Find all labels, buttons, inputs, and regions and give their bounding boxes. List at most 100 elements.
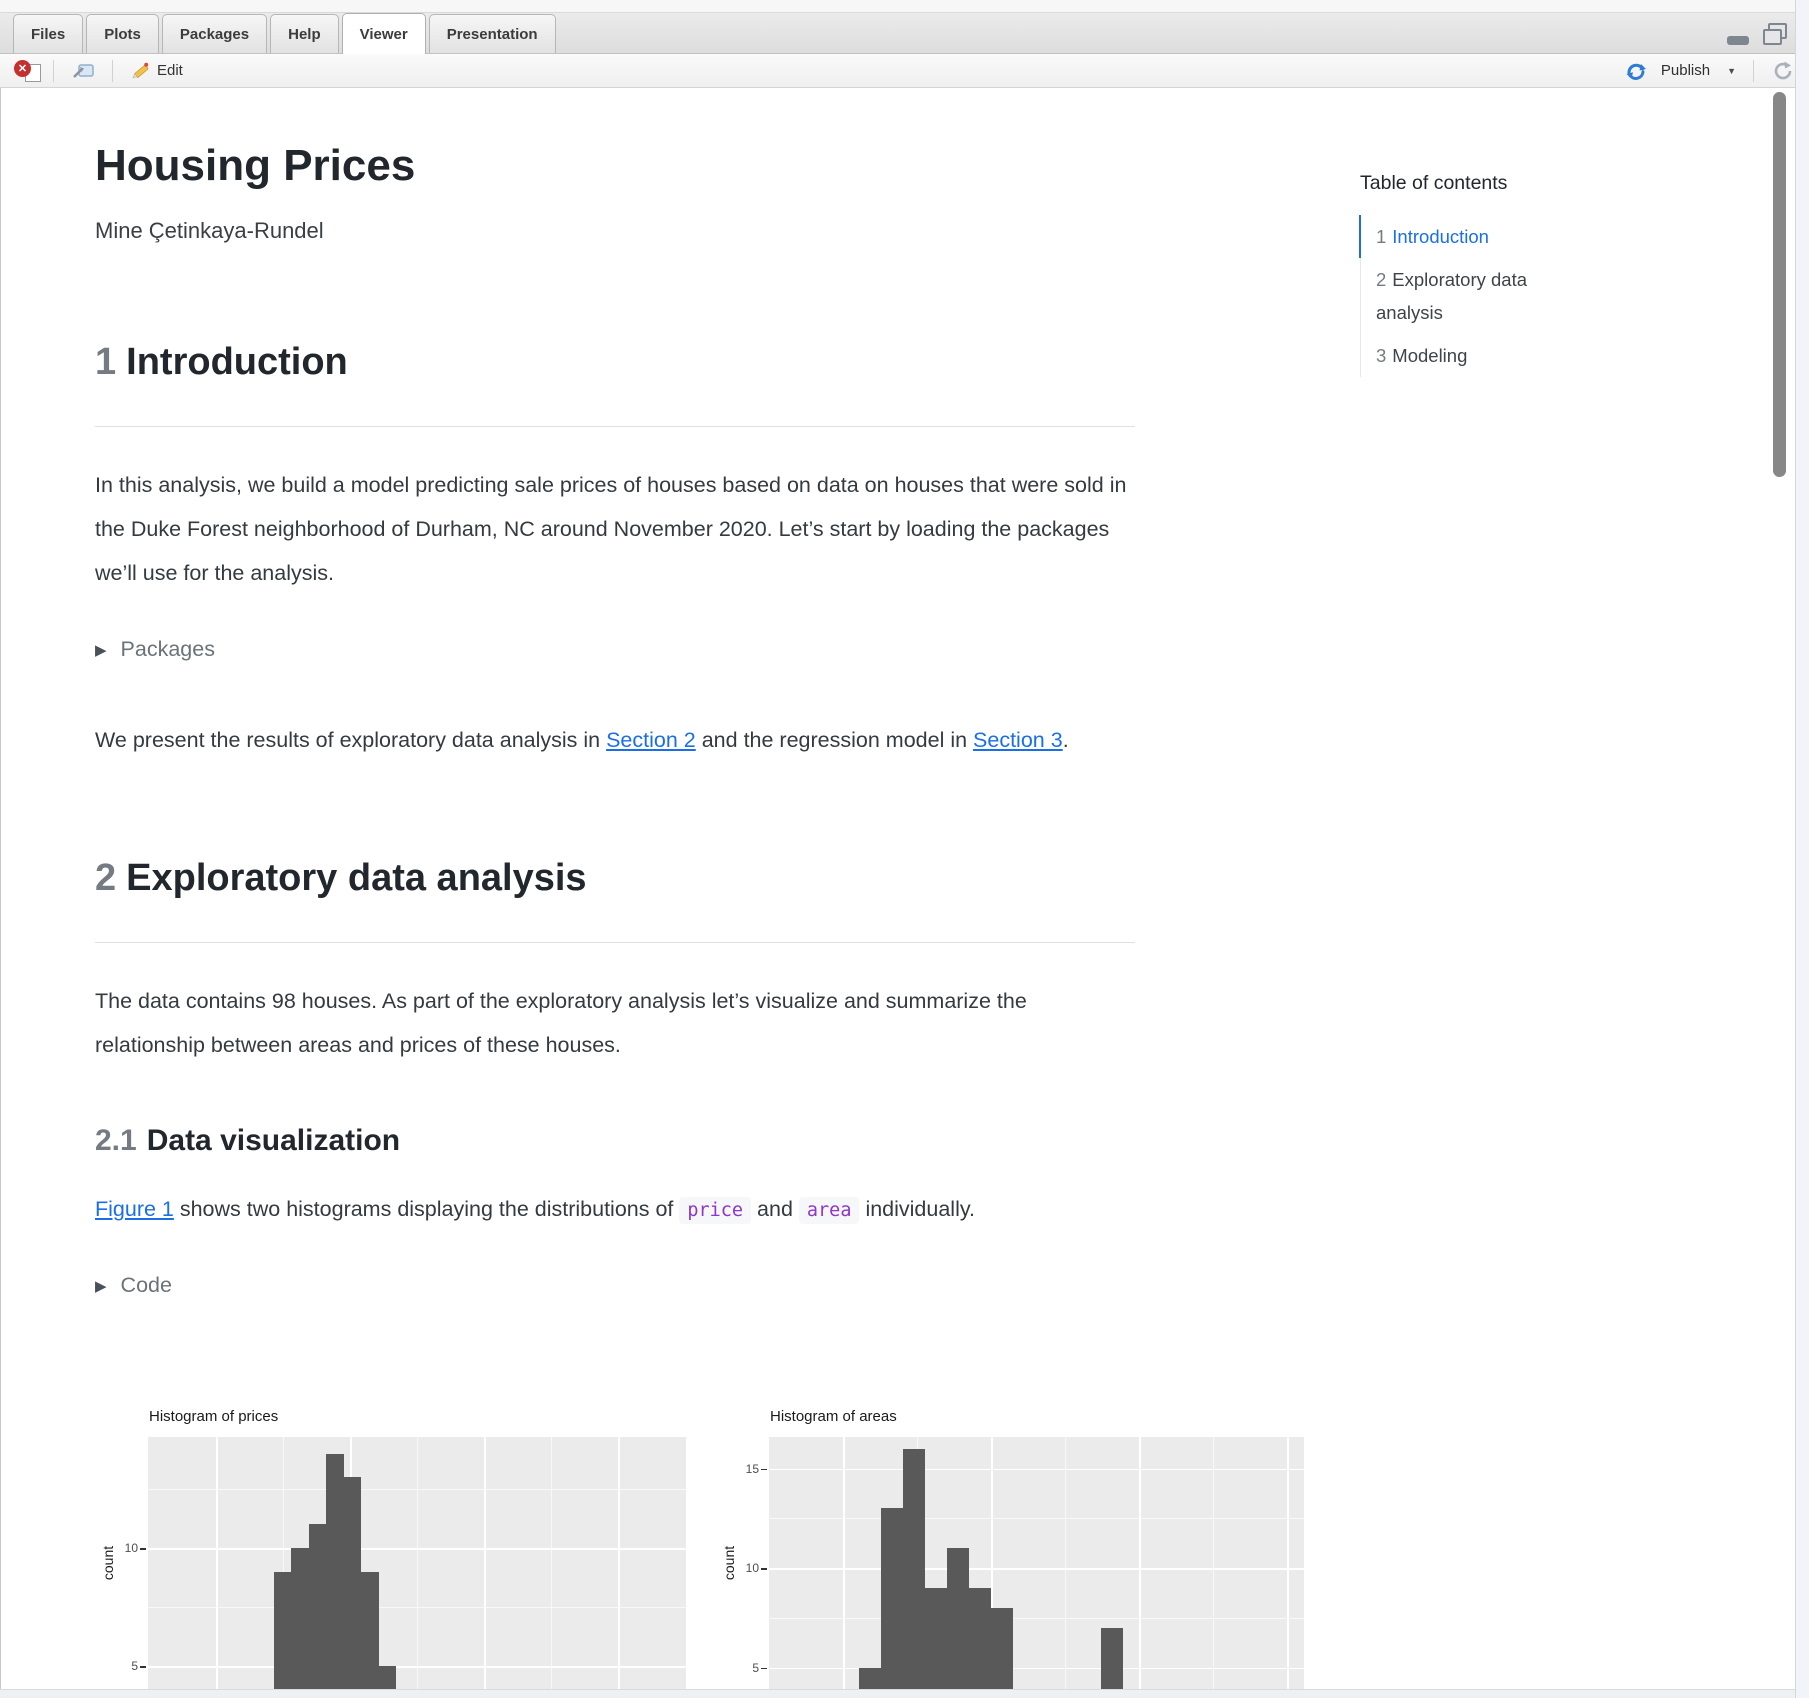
maximize-pane-icon[interactable] [1763, 23, 1787, 45]
tab-help[interactable]: Help [270, 14, 339, 53]
packages-code-fold[interactable]: ▶ Packages [95, 637, 1135, 662]
minor-gridline [417, 1437, 418, 1689]
pane-window-controls [1727, 23, 1787, 45]
y-tick-label: 5 [131, 1659, 138, 1673]
minor-gridline [1213, 1437, 1214, 1689]
collapsed-triangle-icon: ▶ [95, 641, 107, 659]
section-number: 2 [95, 857, 117, 899]
table-of-contents: Table of contents 1 Introduction 2 Explora… [1359, 172, 1578, 377]
document-author: Mine Çetinkaya-Rundel [95, 218, 324, 243]
publish-button-label: Publish [1660, 62, 1711, 79]
text-run: and the regression model in [695, 728, 974, 752]
histogram-bar [308, 1524, 326, 1689]
toc-section-number: 3 [1376, 345, 1387, 366]
histogram-bar [361, 1571, 379, 1689]
text-run: individually. [859, 1197, 975, 1221]
histogram-bar [969, 1587, 991, 1689]
major-gridline [1287, 1437, 1289, 1689]
edit-button-label: Edit [157, 62, 183, 79]
tab-viewer[interactable]: Viewer [341, 13, 426, 54]
toc-item-modeling[interactable]: 3 Modeling [1361, 334, 1578, 377]
y-tick-mark [761, 1468, 767, 1470]
toc-item-introduction[interactable]: 1 Introduction [1359, 215, 1578, 258]
histogram-bar [378, 1666, 396, 1689]
minor-gridline [769, 1518, 1304, 1520]
paragraph-figure: Figure 1 shows two histograms displaying… [95, 1187, 1135, 1233]
paragraph-crossrefs: We present the results of exploratory da… [95, 718, 1135, 762]
pane-tab-bar: Files Plots Packages Help Viewer Present… [0, 13, 1809, 54]
y-tick-mark [761, 1667, 767, 1669]
toc-item-eda[interactable]: 2 Exploratory data analysis [1361, 258, 1578, 334]
link-figure-1[interactable]: Figure 1 [95, 1197, 174, 1221]
clear-viewer-button[interactable]: ✕ [14, 59, 44, 83]
chevron-down-icon: ▼ [1727, 65, 1736, 76]
collapsed-triangle-icon: ▶ [95, 1277, 107, 1295]
heading-text: Data visualization [146, 1124, 401, 1157]
heading-text: Exploratory data analysis [126, 857, 587, 899]
heading-introduction: 1 Introduction [95, 338, 1135, 427]
toc-section-number: 2 [1376, 269, 1387, 290]
major-gridline [1139, 1437, 1141, 1689]
y-tick-mark [761, 1568, 767, 1570]
histogram-bar [343, 1477, 361, 1689]
viewport-bottom-edge [0, 1689, 1795, 1698]
text-run: shows two histograms displaying the dist… [173, 1197, 680, 1221]
link-section-2[interactable]: Section 2 [606, 728, 696, 752]
section-number: 2.1 [95, 1124, 137, 1157]
refresh-icon [1774, 61, 1792, 79]
histogram-bar [881, 1508, 903, 1689]
major-gridline [991, 1437, 993, 1689]
pane-top-strip [0, 0, 1809, 13]
publish-button[interactable]: Publish ▼ [1617, 57, 1744, 85]
toolbar-separator [112, 59, 113, 82]
major-gridline [769, 1568, 1304, 1570]
publish-icon [1626, 63, 1646, 80]
tab-presentation[interactable]: Presentation [428, 14, 556, 53]
toc-title: Table of contents [1360, 172, 1508, 194]
y-tick-label: 10 [745, 1561, 759, 1575]
y-tick-label: 15 [745, 1461, 759, 1476]
histogram-bar [925, 1587, 947, 1689]
rendered-document: Housing Prices Mine Çetinkaya-Rundel 1 In… [95, 88, 1135, 1298]
tab-files[interactable]: Files [13, 14, 84, 53]
histogram-bar [326, 1453, 344, 1689]
tab-packages[interactable]: Packages [161, 14, 268, 53]
toc-section-number: 1 [1376, 226, 1387, 247]
section-number: 1 [95, 341, 117, 383]
major-gridline [618, 1437, 620, 1689]
y-tick-mark [140, 1548, 146, 1550]
histogram-bar [859, 1667, 881, 1689]
paragraph-intro: In this analysis, we build a model predi… [95, 473, 1127, 585]
plot-panel [148, 1437, 686, 1689]
edit-button[interactable]: Edit [122, 57, 191, 85]
refresh-button[interactable] [1763, 57, 1797, 85]
histogram-bar [273, 1571, 291, 1689]
minor-gridline [769, 1617, 1304, 1619]
chart-title: Histogram of prices [149, 1408, 279, 1425]
vertical-scrollbar-thumb[interactable] [1773, 92, 1786, 477]
figure-1-histograms: Histogram of prices count 5 10 Histogram of … [95, 1400, 1340, 1698]
figure-code-fold[interactable]: ▶ Code [95, 1273, 1135, 1298]
major-gridline [769, 1667, 1304, 1670]
heading-data-visualization: 2.1 Data visualization [95, 1121, 1135, 1161]
histogram-bar [947, 1548, 969, 1689]
pencil-icon [132, 62, 149, 79]
toc-item-label: Introduction [1392, 226, 1489, 247]
y-tick-mark [140, 1666, 146, 1668]
minor-gridline [551, 1437, 552, 1689]
text-run: We present the results of exploratory da… [95, 728, 607, 752]
pane-right-edge [1795, 0, 1809, 1698]
toc-item-label: Modeling [1392, 345, 1468, 366]
red-x-icon: ✕ [14, 59, 31, 77]
chart-title: Histogram of areas [770, 1408, 897, 1425]
toc-list: 1 Introduction 2 Exploratory data analysis… [1359, 215, 1578, 377]
minimize-pane-icon[interactable] [1727, 35, 1749, 45]
link-section-3[interactable]: Section 3 [973, 728, 1063, 752]
histogram-bar [291, 1548, 309, 1689]
open-in-new-window-button[interactable] [63, 57, 103, 85]
tab-plots[interactable]: Plots [86, 14, 159, 53]
y-tick-label: 10 [124, 1541, 138, 1555]
y-tick-label: 5 [752, 1660, 759, 1675]
histogram-chart: Histogram of areas count 5 10 15 [95, 1400, 1304, 1698]
